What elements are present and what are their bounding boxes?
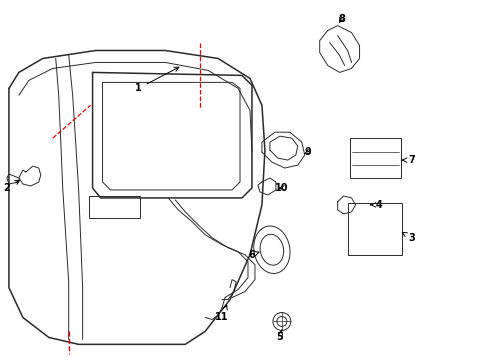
Text: 8: 8 [338, 14, 345, 24]
Text: 11: 11 [215, 305, 228, 323]
Text: 10: 10 [275, 183, 288, 193]
Bar [88, 196, 140, 218]
Text: 6: 6 [248, 250, 259, 260]
Bar [349, 138, 401, 178]
Text: 5: 5 [276, 330, 283, 342]
Text: 1: 1 [135, 67, 179, 93]
Text: 7: 7 [401, 155, 414, 165]
Text: 2: 2 [3, 180, 20, 193]
Text: 9: 9 [304, 147, 310, 157]
Text: 3: 3 [402, 232, 414, 243]
Text: 4: 4 [370, 200, 382, 210]
Bar [347, 203, 402, 255]
